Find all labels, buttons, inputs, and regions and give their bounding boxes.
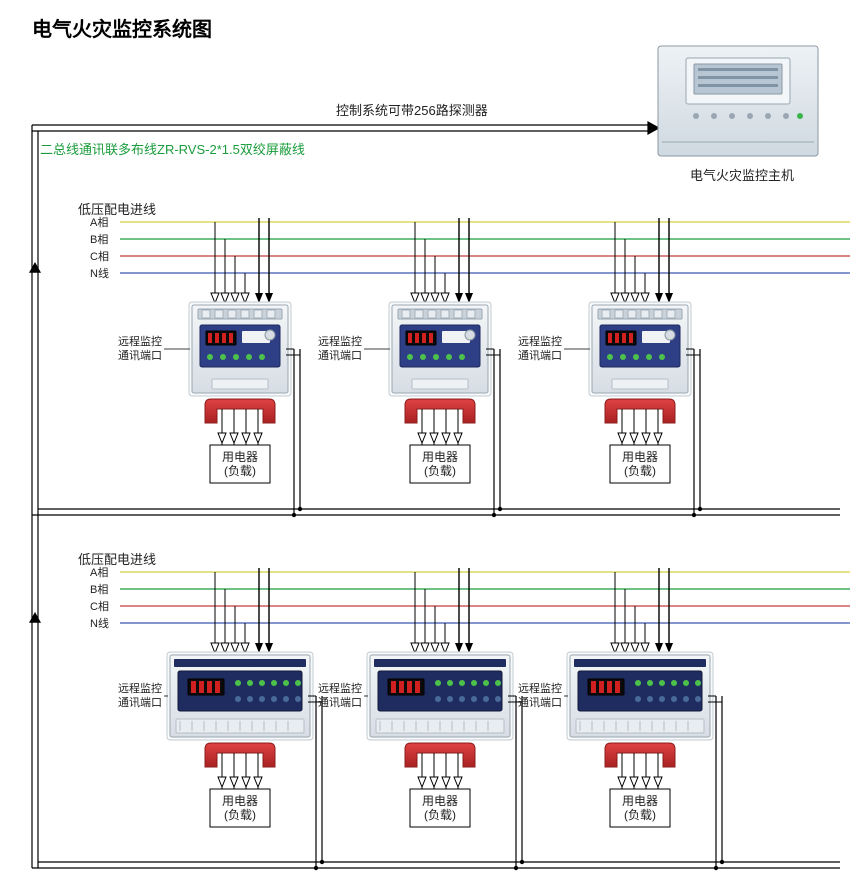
detector-1-2: 远程监控通讯端口用电器(负载) — [518, 568, 724, 870]
svg-text:远程监控: 远程监控 — [318, 681, 362, 695]
svg-text:(负载): (负载) — [224, 464, 256, 478]
svg-text:远程监控: 远程监控 — [118, 681, 162, 695]
svg-text:B相: B相 — [90, 583, 108, 596]
svg-text:用电器: 用电器 — [622, 450, 658, 464]
detector-0-1: 远程监控通讯端口用电器(负载) — [318, 218, 502, 517]
svg-text:(负载): (负载) — [424, 464, 456, 478]
svg-text:N线: N线 — [90, 616, 109, 630]
svg-text:通讯端口: 通讯端口 — [318, 349, 362, 362]
svg-text:B相: B相 — [90, 233, 108, 246]
svg-text:远程监控: 远程监控 — [118, 334, 162, 348]
svg-text:电气火灾监控主机: 电气火灾监控主机 — [690, 168, 794, 183]
feeder-row-0: 低压配电进线A相B相C相N线远程监控通讯端口用电器(负载)远程监控通讯端口用电器… — [29, 202, 850, 517]
monitor-host — [658, 46, 818, 156]
detector-1-1: 远程监控通讯端口用电器(负载) — [318, 568, 524, 870]
svg-text:A相: A相 — [90, 216, 108, 229]
svg-text:远程监控: 远程监控 — [518, 334, 562, 348]
svg-text:用电器: 用电器 — [622, 794, 658, 808]
diagram-title: 电气火灾监控系统图 — [32, 17, 212, 41]
svg-text:通讯端口: 通讯端口 — [318, 696, 362, 709]
svg-text:低压配电进线: 低压配电进线 — [78, 202, 156, 217]
svg-text:用电器: 用电器 — [422, 450, 458, 464]
svg-text:N线: N线 — [90, 266, 109, 280]
svg-text:低压配电进线: 低压配电进线 — [78, 552, 156, 567]
bus-wiring-note: 二总线通讯联多布线ZR-RVS-2*1.5双绞屏蔽线 — [40, 142, 305, 157]
svg-text:(负载): (负载) — [424, 808, 456, 822]
detector-0-0: 远程监控通讯端口用电器(负载) — [118, 218, 302, 517]
svg-text:通讯端口: 通讯端口 — [118, 349, 162, 362]
svg-text:通讯端口: 通讯端口 — [518, 349, 562, 362]
svg-text:用电器: 用电器 — [422, 794, 458, 808]
svg-text:(负载): (负载) — [624, 464, 656, 478]
svg-text:(负载): (负载) — [224, 808, 256, 822]
svg-text:远程监控: 远程监控 — [318, 334, 362, 348]
svg-text:用电器: 用电器 — [222, 450, 258, 464]
svg-text:C相: C相 — [90, 250, 109, 263]
svg-text:远程监控: 远程监控 — [518, 681, 562, 695]
svg-text:通讯端口: 通讯端口 — [118, 696, 162, 709]
svg-text:(负载): (负载) — [624, 808, 656, 822]
svg-text:通讯端口: 通讯端口 — [518, 696, 562, 709]
electrical-fire-monitoring-diagram: 电气火灾监控系统图控制系统可带256路探测器二总线通讯联多布线ZR-RVS-2*… — [0, 0, 850, 878]
svg-text:用电器: 用电器 — [222, 794, 258, 808]
detector-0-2: 远程监控通讯端口用电器(负载) — [518, 218, 702, 517]
svg-text:A相: A相 — [90, 566, 108, 579]
svg-text:C相: C相 — [90, 600, 109, 613]
bus-capacity-label: 控制系统可带256路探测器 — [336, 103, 488, 118]
feeder-row-1: 低压配电进线A相B相C相N线远程监控通讯端口用电器(负载)远程监控通讯端口用电器… — [29, 552, 850, 870]
detector-1-0: 远程监控通讯端口用电器(负载) — [118, 568, 324, 870]
